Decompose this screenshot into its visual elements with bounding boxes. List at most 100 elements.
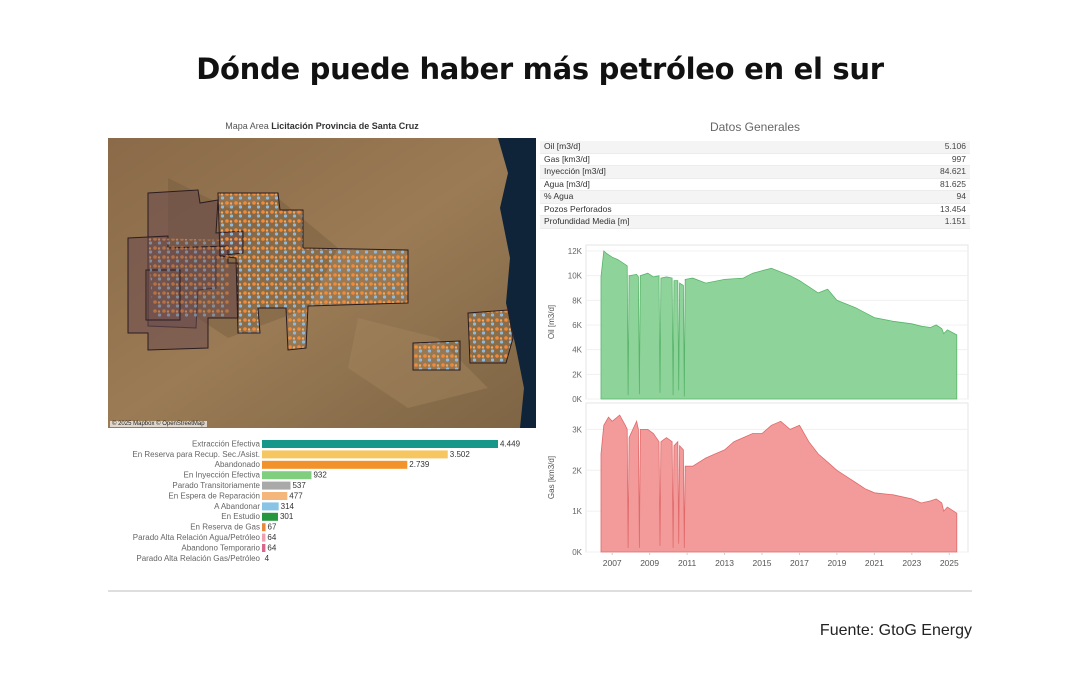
bar-value-label: 477 bbox=[289, 491, 303, 500]
datos-label: Profundidad Media [m] bbox=[544, 216, 630, 226]
source-credit: Fuente: GtoG Energy bbox=[819, 622, 972, 639]
x-tick-label: 2025 bbox=[940, 558, 959, 568]
bar[interactable] bbox=[262, 481, 291, 490]
area-series[interactable] bbox=[600, 414, 958, 553]
bar-category-label: Parado Alta Relación Agua/Petróleo bbox=[133, 533, 261, 542]
bar-value-label: 314 bbox=[281, 502, 295, 511]
bar-value-label: 64 bbox=[267, 543, 276, 552]
bar-value-label: 67 bbox=[268, 523, 277, 532]
bar[interactable] bbox=[262, 533, 266, 542]
bar-category-label: Abandonado bbox=[215, 460, 261, 469]
map-title: Mapa Area Licitación Provincia de Santa … bbox=[108, 121, 536, 131]
footer-divider bbox=[108, 590, 972, 592]
x-tick-label: 2007 bbox=[603, 558, 622, 568]
x-tick-label: 2023 bbox=[902, 558, 921, 568]
map-title-bold: Licitación Provincia de Santa Cruz bbox=[271, 121, 419, 131]
y-tick-label: 12K bbox=[568, 247, 583, 256]
datos-row: Oil [m3/d] 5.106 bbox=[540, 141, 970, 154]
datos-title: Datos Generales bbox=[709, 120, 801, 134]
bar-category-label: En Espera de Reparación bbox=[168, 491, 260, 500]
bar[interactable] bbox=[262, 502, 279, 511]
bar-value-label: 4.449 bbox=[500, 439, 521, 448]
bar-category-label: A Abandonar bbox=[214, 502, 260, 511]
datos-row: Agua [m3/d] 81.625 bbox=[540, 178, 970, 191]
datos-value: 81.625 bbox=[940, 178, 966, 189]
page-title: Dónde puede haber más petróleo en el sur bbox=[196, 52, 884, 86]
x-tick-label: 2019 bbox=[827, 558, 846, 568]
y-tick-label: 0K bbox=[572, 395, 582, 404]
bar[interactable] bbox=[262, 471, 312, 480]
bar-value-label: 64 bbox=[267, 533, 276, 542]
map-title-prefix: Mapa Area bbox=[225, 121, 269, 131]
bar[interactable] bbox=[262, 512, 278, 521]
bar[interactable] bbox=[262, 492, 288, 500]
x-tick-label: 2011 bbox=[678, 558, 697, 568]
bar[interactable] bbox=[262, 544, 266, 552]
datos-value: 13.454 bbox=[940, 203, 966, 214]
bar-value-label: 537 bbox=[292, 481, 306, 490]
bar[interactable] bbox=[262, 554, 263, 563]
block-east bbox=[412, 340, 461, 371]
datos-label: % Agua bbox=[544, 191, 574, 201]
bar-category-label: En Reserva para Recup. Sec./Asist. bbox=[132, 450, 260, 459]
datos-value: 1.151 bbox=[944, 216, 966, 226]
datos-label: Gas [km3/d] bbox=[544, 153, 590, 164]
bar-category-label: En Inyección Efectiva bbox=[184, 471, 261, 480]
y-tick-label: 4K bbox=[572, 346, 582, 355]
x-tick-label: 2017 bbox=[790, 558, 809, 568]
x-tick-label: 2015 bbox=[753, 558, 772, 568]
bar[interactable] bbox=[262, 523, 266, 532]
bar-category-label: Parado Transitoriamente bbox=[172, 481, 260, 490]
x-tick-label: 2009 bbox=[640, 558, 659, 568]
y-tick-label: 3K bbox=[572, 425, 582, 434]
y-tick-label: 2K bbox=[572, 370, 582, 379]
y-tick-label: 8K bbox=[572, 296, 582, 305]
datos-value: 997 bbox=[951, 153, 966, 164]
bar-category-label: En Reserva de Gas bbox=[190, 523, 260, 532]
datos-value: 5.106 bbox=[944, 141, 966, 151]
map-graphic bbox=[108, 138, 536, 428]
bar[interactable] bbox=[262, 450, 448, 459]
y-tick-label: 2K bbox=[572, 466, 582, 475]
datos-row: Profundidad Media [m] 1.151 bbox=[540, 216, 970, 229]
bar-value-label: 3.502 bbox=[450, 450, 471, 459]
block-west-wells bbox=[148, 238, 230, 318]
y-axis-label: Oil [m3/d] bbox=[547, 305, 556, 339]
bar-value-label: 932 bbox=[313, 471, 327, 480]
block-northeast bbox=[467, 309, 514, 364]
ocean bbox=[498, 138, 536, 428]
y-tick-label: 6K bbox=[572, 321, 582, 330]
y-tick-label: 1K bbox=[572, 507, 582, 516]
bar-category-label: Parado Alta Relación Gas/Petróleo bbox=[136, 554, 260, 563]
bar[interactable] bbox=[262, 460, 408, 469]
datos-value: 84.621 bbox=[940, 166, 966, 176]
map-credit: © 2025 Mapbox © OpenStreetMap bbox=[110, 421, 207, 427]
satellite-map[interactable]: © 2025 Mapbox © OpenStreetMap bbox=[108, 138, 536, 428]
block-central bbox=[217, 192, 409, 351]
datos-table: Oil [m3/d] 5.106 Gas [km3/d] 997 Inyección… bbox=[540, 141, 970, 229]
datos-label: Inyección [m3/d] bbox=[544, 166, 606, 176]
datos-row: Gas [km3/d] 997 bbox=[540, 153, 970, 166]
y-axis-label: Gas [km3/d] bbox=[547, 456, 556, 499]
bar-category-label: Abandono Temporario bbox=[181, 543, 260, 552]
y-tick-label: 0K bbox=[572, 548, 582, 557]
datos-label: Pozos Perforados bbox=[544, 203, 612, 214]
bar-category-label: En Estudio bbox=[221, 512, 260, 521]
bar-category-label: Extracción Efectiva bbox=[192, 439, 261, 448]
datos-row: Inyección [m3/d] 84.621 bbox=[540, 166, 970, 179]
well-status-bar-chart: Extracción Efectiva 4.449 En Reserva para … bbox=[132, 439, 521, 563]
datos-row: Pozos Perforados 13.454 bbox=[540, 203, 970, 216]
datos-label: Oil [m3/d] bbox=[544, 141, 581, 151]
y-tick-label: 10K bbox=[568, 272, 583, 281]
datos-label: Agua [m3/d] bbox=[544, 178, 590, 189]
production-timeseries: 0K 2K 4K 6K 8K 10K 12K Oil [m3/d] 0K 1K 2K 3K Gas [k… bbox=[547, 244, 969, 568]
bar[interactable] bbox=[262, 440, 498, 448]
area-series[interactable] bbox=[600, 250, 958, 400]
bar-value-label: 301 bbox=[280, 512, 294, 521]
datos-row: % Agua 94 bbox=[540, 191, 970, 204]
bar-value-label: 4 bbox=[265, 554, 270, 563]
x-tick-label: 2013 bbox=[715, 558, 734, 568]
x-tick-label: 2021 bbox=[865, 558, 884, 568]
datos-value: 94 bbox=[956, 191, 966, 201]
bar-value-label: 2.739 bbox=[409, 460, 430, 469]
